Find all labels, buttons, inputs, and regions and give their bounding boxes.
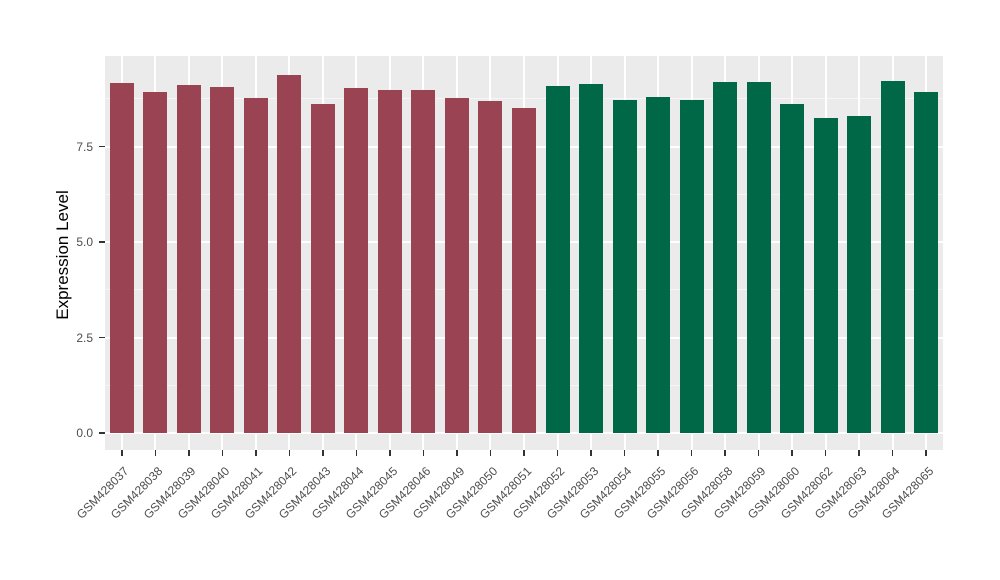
bar-GSM428043 <box>310 103 335 433</box>
bar-GSM428044 <box>344 88 369 433</box>
bar-GSM428039 <box>176 84 201 433</box>
y-tick-label: 2.5 <box>76 330 93 345</box>
y-axis-tick <box>99 336 105 339</box>
bar-GSM428060 <box>780 103 805 433</box>
bar-GSM428038 <box>143 91 168 433</box>
x-axis-tick <box>824 450 827 456</box>
x-axis-tick <box>422 450 425 456</box>
y-axis-tick <box>99 241 105 243</box>
x-axis-tick <box>523 450 525 456</box>
bar-GSM428052 <box>545 85 570 433</box>
x-axis-tick <box>657 450 659 456</box>
bar-GSM428049 <box>444 97 469 433</box>
bar-GSM428037 <box>109 82 134 433</box>
bar-GSM428058 <box>713 81 738 433</box>
bar-GSM428045 <box>377 89 402 433</box>
x-axis-tick <box>389 450 391 456</box>
x-axis-tick <box>556 450 559 456</box>
x-axis-tick <box>121 450 123 456</box>
x-axis-tick <box>623 450 626 456</box>
bar-GSM428065 <box>914 91 939 433</box>
y-axis-tick <box>99 432 105 434</box>
x-axis-tick <box>154 450 157 456</box>
bar-GSM428041 <box>243 98 268 433</box>
bar-GSM428055 <box>646 96 671 433</box>
x-axis-tick <box>288 450 291 456</box>
x-axis-tick <box>322 450 324 456</box>
bar-GSM428064 <box>880 80 905 433</box>
x-axis-tick <box>925 450 927 456</box>
bar-GSM428054 <box>612 99 637 433</box>
x-axis-tick <box>355 450 358 456</box>
y-tick-label: 5.0 <box>76 235 93 249</box>
bar-GSM428040 <box>210 86 235 433</box>
bar-GSM428062 <box>813 118 838 433</box>
bar-GSM428050 <box>478 100 503 433</box>
bar-GSM428053 <box>579 83 604 433</box>
x-axis-tick <box>724 450 726 456</box>
bar-GSM428063 <box>847 115 872 433</box>
bar-GSM428042 <box>277 74 302 433</box>
y-tick-label: 7.5 <box>76 139 93 154</box>
x-axis-tick <box>188 450 190 456</box>
y-axis-tick <box>99 145 105 148</box>
bar-GSM428051 <box>512 108 536 433</box>
x-axis-tick <box>791 450 793 456</box>
plot-panel <box>105 56 943 450</box>
bar-GSM428056 <box>679 99 704 433</box>
x-axis-tick <box>757 450 760 456</box>
bar-GSM428046 <box>411 89 436 433</box>
bar-GSM428059 <box>746 81 771 433</box>
x-axis-tick <box>489 450 492 456</box>
y-tick-label: 0.0 <box>76 426 93 440</box>
x-axis-tick <box>221 450 224 456</box>
x-axis-tick <box>590 450 592 456</box>
x-axis-tick <box>456 450 458 456</box>
x-axis-tick <box>255 450 257 456</box>
x-axis-tick <box>891 450 894 456</box>
x-axis-tick <box>690 450 693 456</box>
x-axis-tick <box>858 450 860 456</box>
